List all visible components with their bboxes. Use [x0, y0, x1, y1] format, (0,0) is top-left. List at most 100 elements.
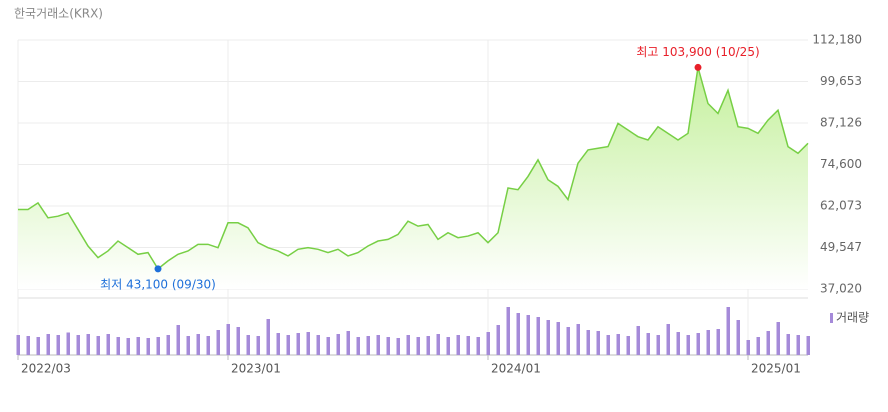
y-tick-label: 74,600 [820, 157, 862, 171]
x-tick-label: 2022/03 [21, 362, 71, 376]
volume-bar [586, 330, 590, 355]
volume-bar [546, 320, 550, 355]
volume-bar [286, 335, 290, 355]
volume-bar [636, 326, 640, 355]
volume-bar [566, 327, 570, 355]
volume-bar [386, 337, 390, 355]
volume-bar [766, 331, 770, 355]
volume-bar [806, 336, 810, 355]
volume-bar [316, 335, 320, 355]
volume-bar [276, 333, 280, 355]
volume-bar [456, 335, 460, 355]
volume-bar [346, 331, 350, 355]
x-tick-label: 2024/01 [491, 362, 541, 376]
volume-bar [616, 334, 620, 355]
y-tick-label: 62,073 [820, 199, 862, 213]
legend-swatch [830, 313, 833, 323]
volume-bar [16, 335, 20, 355]
volume-bar [156, 337, 160, 355]
volume-bar [116, 337, 120, 355]
volume-bar [186, 336, 190, 355]
volume-bar [126, 338, 130, 355]
volume-bar [796, 335, 800, 355]
legend-label: 거래량 [836, 311, 869, 325]
volume-bar [576, 324, 580, 355]
y-tick-label: 87,126 [820, 116, 862, 130]
volume-bar [206, 336, 210, 355]
volume-bar [406, 335, 410, 355]
volume-bar [356, 337, 360, 355]
volume-bar [696, 333, 700, 355]
volume-bar [166, 335, 170, 355]
volume-bar [666, 324, 670, 355]
volume-bar [376, 335, 380, 355]
y-tick-label: 37,020 [820, 282, 862, 296]
volume-bar [306, 332, 310, 355]
volume-bar [716, 329, 720, 355]
volume-bar [436, 334, 440, 355]
x-tick-label: 2023/01 [231, 362, 281, 376]
volume-bar [686, 335, 690, 355]
volume-bar [596, 331, 600, 355]
volume-bar [36, 337, 40, 355]
annotation: 최저 43,100 (09/30) [100, 277, 216, 291]
price-line [18, 67, 809, 270]
volume-bar [646, 333, 650, 355]
volume-bar [756, 337, 760, 355]
volume-bar [56, 335, 60, 355]
volume-bar [106, 334, 110, 355]
volume-bar [216, 330, 220, 355]
volume-bar [776, 322, 780, 355]
volume-bar [736, 320, 740, 355]
volume-bar [336, 334, 340, 355]
price-area [18, 67, 808, 289]
volume-bar [536, 317, 540, 355]
volume-bar [446, 337, 450, 355]
volume-bar [516, 313, 520, 355]
y-tick-label: 49,547 [820, 240, 862, 254]
volume-bar [196, 334, 200, 355]
volume-bar [266, 319, 270, 355]
volume-bar [676, 332, 680, 355]
volume-bar [326, 337, 330, 355]
annotation: 최고 103,900 (10/25) [636, 45, 759, 59]
volume-bar [76, 335, 80, 355]
volume-bar [96, 336, 100, 355]
volume-bar [416, 337, 420, 355]
extreme-marker [694, 63, 702, 71]
volume-bar [46, 334, 50, 355]
x-tick-label: 2025/01 [751, 362, 801, 376]
volume-bar [236, 327, 240, 355]
volume-bar [26, 336, 30, 355]
volume-bar [426, 336, 430, 355]
volume-bar [726, 307, 730, 355]
source: 한국거래소(KRX) [14, 7, 103, 21]
volume-bar [176, 325, 180, 355]
volume-bar [86, 334, 90, 355]
volume-bar [496, 325, 500, 355]
volume-bar [136, 337, 140, 355]
volume-bar [466, 336, 470, 355]
volume-bar [146, 338, 150, 355]
volume-bar [246, 335, 250, 355]
volume-bar [296, 333, 300, 355]
volume-bar [626, 336, 630, 355]
volume-bar [486, 332, 490, 355]
volume-bar [476, 337, 480, 355]
volume-bar [606, 335, 610, 355]
y-tick-label: 112,180 [812, 33, 862, 47]
volume-bar [746, 340, 750, 355]
volume-bar [506, 307, 510, 355]
volume-bar [706, 330, 710, 355]
volume-bar [66, 332, 70, 355]
volume-bar [556, 322, 560, 355]
volume-bar [526, 315, 530, 355]
volume-bar [656, 335, 660, 355]
volume-bar [396, 338, 400, 355]
volume-bar [786, 334, 790, 355]
y-tick-label: 99,653 [820, 74, 862, 88]
volume-bar [366, 336, 370, 355]
volume-bar [226, 324, 230, 355]
